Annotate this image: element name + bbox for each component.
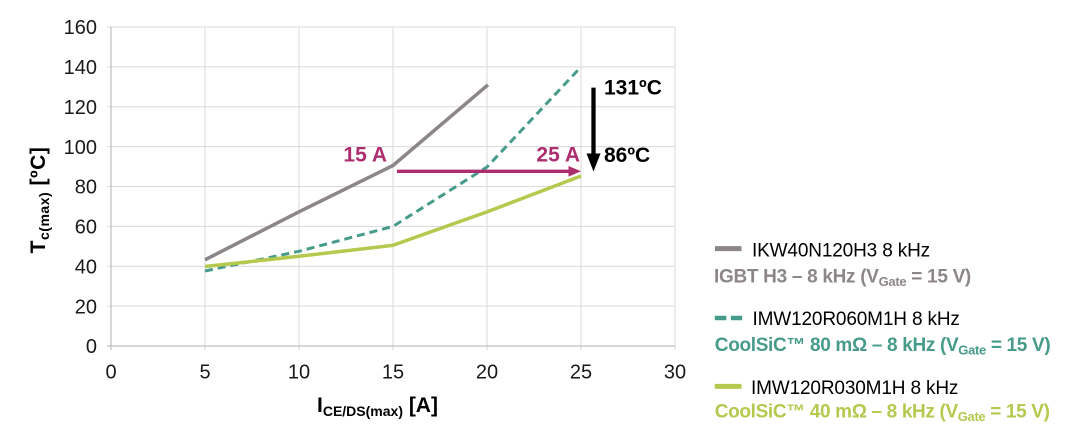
svg-text:Tc(max) [ºC]: Tc(max) [ºC] bbox=[27, 147, 52, 254]
svg-text:140: 140 bbox=[64, 57, 97, 79]
svg-text:25 A: 25 A bbox=[536, 144, 580, 167]
svg-text:IMW120R060M1H 8 kHz: IMW120R060M1H 8 kHz bbox=[753, 309, 960, 330]
svg-text:160: 160 bbox=[64, 17, 97, 39]
svg-text:131ºC: 131ºC bbox=[604, 76, 662, 99]
svg-text:120: 120 bbox=[64, 97, 97, 119]
svg-text:5: 5 bbox=[199, 362, 210, 384]
svg-text:80: 80 bbox=[75, 177, 97, 199]
svg-text:0: 0 bbox=[105, 362, 116, 384]
svg-text:ICE/DS(max) [A]: ICE/DS(max) [A] bbox=[317, 394, 438, 419]
svg-text:100: 100 bbox=[64, 137, 97, 159]
svg-text:60: 60 bbox=[75, 217, 97, 239]
svg-text:20: 20 bbox=[75, 296, 97, 318]
svg-text:25: 25 bbox=[570, 362, 592, 384]
svg-text:IKW40N120H3 8 kHz: IKW40N120H3 8 kHz bbox=[752, 241, 930, 262]
svg-text:40: 40 bbox=[75, 257, 97, 279]
svg-text:IMW120R030M1H 8 kHz: IMW120R030M1H 8 kHz bbox=[751, 378, 958, 399]
svg-text:86ºC: 86ºC bbox=[604, 144, 650, 167]
svg-text:20: 20 bbox=[476, 362, 498, 384]
svg-text:15 A: 15 A bbox=[343, 143, 387, 166]
svg-text:15: 15 bbox=[382, 362, 404, 384]
svg-text:CoolSiC™ 40 mΩ – 8 kHz (VGate: CoolSiC™ 40 mΩ – 8 kHz (VGate = 15 V) bbox=[715, 402, 1050, 425]
svg-text:IGBT H3 – 8 kHz (VGate = 15 V): IGBT H3 – 8 kHz (VGate = 15 V) bbox=[714, 267, 971, 290]
svg-text:0: 0 bbox=[86, 336, 97, 358]
svg-text:CoolSiC™ 80 mΩ – 8 kHz (VGate: CoolSiC™ 80 mΩ – 8 kHz (VGate = 15 V) bbox=[715, 335, 1051, 358]
svg-text:30: 30 bbox=[664, 362, 686, 384]
svg-text:10: 10 bbox=[288, 362, 310, 384]
